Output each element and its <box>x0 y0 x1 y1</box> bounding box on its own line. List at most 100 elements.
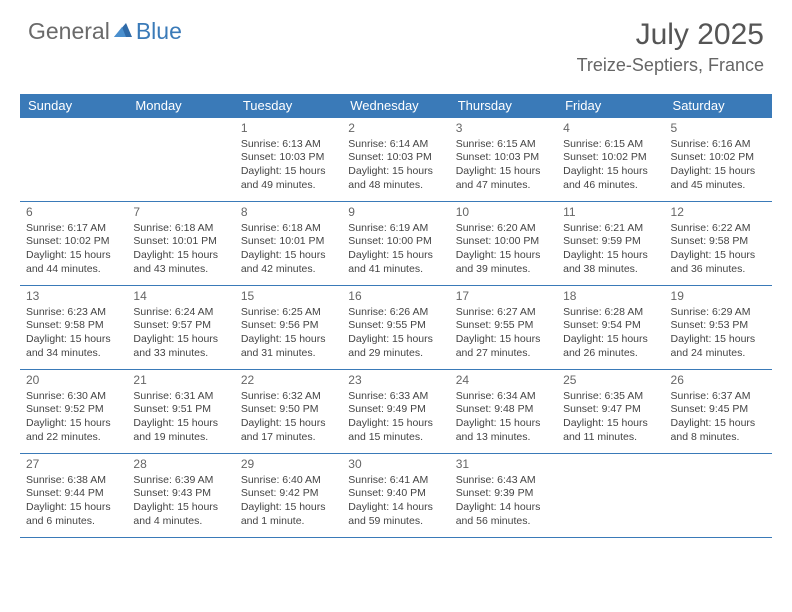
day-number: 29 <box>241 457 336 473</box>
sunset-text: Sunset: 9:39 PM <box>456 487 551 501</box>
sunset-text: Sunset: 9:59 PM <box>563 235 658 249</box>
sunrise-text: Sunrise: 6:24 AM <box>133 306 228 320</box>
sunset-text: Sunset: 10:03 PM <box>241 151 336 165</box>
calendar-row: 13Sunrise: 6:23 AMSunset: 9:58 PMDayligh… <box>20 286 772 370</box>
daylight-text: Daylight: 15 hours <box>456 333 551 347</box>
daylight-text: Daylight: 15 hours <box>456 165 551 179</box>
daylight-text: Daylight: 15 hours <box>133 249 228 263</box>
daylight-text: Daylight: 15 hours <box>26 333 121 347</box>
daylight-text: and 38 minutes. <box>563 263 658 277</box>
daylight-text: Daylight: 15 hours <box>563 417 658 431</box>
daylight-text: Daylight: 15 hours <box>241 501 336 515</box>
day-number: 16 <box>348 289 443 305</box>
daylight-text: Daylight: 15 hours <box>671 165 766 179</box>
sunset-text: Sunset: 9:54 PM <box>563 319 658 333</box>
daylight-text: and 59 minutes. <box>348 515 443 529</box>
sunrise-text: Sunrise: 6:17 AM <box>26 222 121 236</box>
day-number: 18 <box>563 289 658 305</box>
daylight-text: and 42 minutes. <box>241 263 336 277</box>
logo-word1: General <box>28 18 110 45</box>
sunrise-text: Sunrise: 6:16 AM <box>671 138 766 152</box>
daylight-text: Daylight: 15 hours <box>241 165 336 179</box>
day-number: 14 <box>133 289 228 305</box>
day-number: 8 <box>241 205 336 221</box>
day-number: 19 <box>671 289 766 305</box>
day-number: 27 <box>26 457 121 473</box>
calendar-cell: 27Sunrise: 6:38 AMSunset: 9:44 PMDayligh… <box>20 454 127 538</box>
daylight-text: and 17 minutes. <box>241 431 336 445</box>
sunrise-text: Sunrise: 6:33 AM <box>348 390 443 404</box>
sunset-text: Sunset: 9:55 PM <box>348 319 443 333</box>
location-name: Treize-Septiers, France <box>577 55 764 76</box>
page-header: General Blue July 2025 Treize-Septiers, … <box>0 0 792 84</box>
logo-word2: Blue <box>136 18 182 45</box>
day-number: 11 <box>563 205 658 221</box>
sunrise-text: Sunrise: 6:35 AM <box>563 390 658 404</box>
calendar-cell: 6Sunrise: 6:17 AMSunset: 10:02 PMDayligh… <box>20 202 127 286</box>
day-number: 15 <box>241 289 336 305</box>
sunrise-text: Sunrise: 6:39 AM <box>133 474 228 488</box>
sunset-text: Sunset: 9:47 PM <box>563 403 658 417</box>
daylight-text: and 44 minutes. <box>26 263 121 277</box>
daylight-text: and 15 minutes. <box>348 431 443 445</box>
sunrise-text: Sunrise: 6:18 AM <box>133 222 228 236</box>
day-header: Thursday <box>450 94 557 118</box>
day-number: 26 <box>671 373 766 389</box>
day-header: Saturday <box>665 94 772 118</box>
sunset-text: Sunset: 9:51 PM <box>133 403 228 417</box>
sunset-text: Sunset: 10:01 PM <box>133 235 228 249</box>
sunrise-text: Sunrise: 6:38 AM <box>26 474 121 488</box>
day-header: Friday <box>557 94 664 118</box>
sunrise-text: Sunrise: 6:15 AM <box>456 138 551 152</box>
day-number: 4 <box>563 121 658 137</box>
sunrise-text: Sunrise: 6:25 AM <box>241 306 336 320</box>
daylight-text: Daylight: 15 hours <box>241 249 336 263</box>
daylight-text: and 41 minutes. <box>348 263 443 277</box>
sunset-text: Sunset: 9:49 PM <box>348 403 443 417</box>
sunrise-text: Sunrise: 6:30 AM <box>26 390 121 404</box>
calendar-cell: 25Sunrise: 6:35 AMSunset: 9:47 PMDayligh… <box>557 370 664 454</box>
sunset-text: Sunset: 10:00 PM <box>456 235 551 249</box>
day-number: 12 <box>671 205 766 221</box>
calendar-cell: 17Sunrise: 6:27 AMSunset: 9:55 PMDayligh… <box>450 286 557 370</box>
day-number: 6 <box>26 205 121 221</box>
calendar-cell: 8Sunrise: 6:18 AMSunset: 10:01 PMDayligh… <box>235 202 342 286</box>
calendar-cell: 29Sunrise: 6:40 AMSunset: 9:42 PMDayligh… <box>235 454 342 538</box>
sunset-text: Sunset: 9:55 PM <box>456 319 551 333</box>
daylight-text: and 34 minutes. <box>26 347 121 361</box>
sunset-text: Sunset: 10:02 PM <box>563 151 658 165</box>
daylight-text: and 13 minutes. <box>456 431 551 445</box>
daylight-text: Daylight: 15 hours <box>133 417 228 431</box>
month-title: July 2025 <box>577 18 764 51</box>
day-number: 9 <box>348 205 443 221</box>
daylight-text: Daylight: 15 hours <box>348 333 443 347</box>
calendar-cell: 14Sunrise: 6:24 AMSunset: 9:57 PMDayligh… <box>127 286 234 370</box>
daylight-text: and 19 minutes. <box>133 431 228 445</box>
sunrise-text: Sunrise: 6:27 AM <box>456 306 551 320</box>
sunset-text: Sunset: 9:45 PM <box>671 403 766 417</box>
calendar-cell: 26Sunrise: 6:37 AMSunset: 9:45 PMDayligh… <box>665 370 772 454</box>
sunrise-text: Sunrise: 6:21 AM <box>563 222 658 236</box>
day-number: 23 <box>348 373 443 389</box>
calendar-cell: 3Sunrise: 6:15 AMSunset: 10:03 PMDayligh… <box>450 118 557 202</box>
calendar-cell-empty <box>127 118 234 202</box>
day-number: 7 <box>133 205 228 221</box>
sunrise-text: Sunrise: 6:15 AM <box>563 138 658 152</box>
day-number: 24 <box>456 373 551 389</box>
day-number: 2 <box>348 121 443 137</box>
day-number: 22 <box>241 373 336 389</box>
daylight-text: Daylight: 15 hours <box>241 333 336 347</box>
daylight-text: Daylight: 15 hours <box>671 333 766 347</box>
calendar-row: 27Sunrise: 6:38 AMSunset: 9:44 PMDayligh… <box>20 454 772 538</box>
sunrise-text: Sunrise: 6:14 AM <box>348 138 443 152</box>
sunrise-text: Sunrise: 6:22 AM <box>671 222 766 236</box>
logo: General Blue <box>28 18 182 45</box>
daylight-text: and 46 minutes. <box>563 179 658 193</box>
daylight-text: Daylight: 15 hours <box>563 333 658 347</box>
daylight-text: and 49 minutes. <box>241 179 336 193</box>
day-number: 25 <box>563 373 658 389</box>
day-number: 21 <box>133 373 228 389</box>
calendar-cell: 13Sunrise: 6:23 AMSunset: 9:58 PMDayligh… <box>20 286 127 370</box>
calendar-cell-empty <box>557 454 664 538</box>
daylight-text: Daylight: 14 hours <box>456 501 551 515</box>
